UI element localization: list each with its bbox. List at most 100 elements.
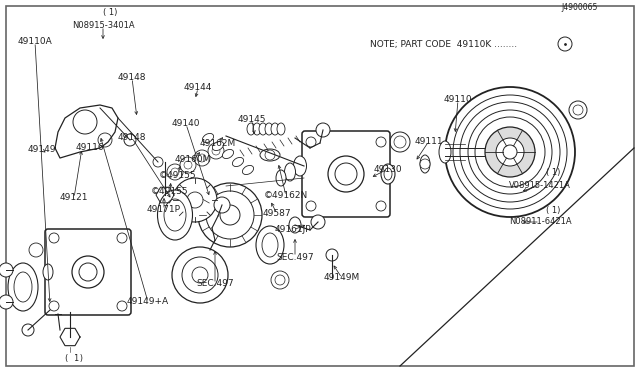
Circle shape — [98, 133, 112, 147]
Text: 49144: 49144 — [184, 83, 212, 93]
Text: 49161JP: 49161JP — [275, 225, 311, 234]
Text: N08915-3401A: N08915-3401A — [72, 22, 134, 31]
Text: SEC.497: SEC.497 — [276, 253, 314, 262]
Circle shape — [192, 267, 208, 283]
Circle shape — [485, 127, 535, 177]
Circle shape — [376, 201, 386, 211]
Circle shape — [173, 178, 217, 222]
Ellipse shape — [157, 190, 193, 240]
Ellipse shape — [276, 170, 286, 186]
Circle shape — [271, 271, 289, 289]
Text: V08915-1421A: V08915-1421A — [509, 180, 571, 189]
Ellipse shape — [43, 264, 53, 280]
Text: 49140: 49140 — [172, 119, 200, 128]
Text: 49110A: 49110A — [18, 38, 52, 46]
Ellipse shape — [420, 155, 430, 173]
Ellipse shape — [256, 226, 284, 264]
Ellipse shape — [265, 123, 273, 135]
Ellipse shape — [253, 123, 261, 135]
Ellipse shape — [384, 168, 392, 180]
Text: 49116: 49116 — [76, 144, 104, 153]
Text: 49148: 49148 — [118, 74, 147, 83]
Ellipse shape — [212, 141, 223, 151]
Circle shape — [73, 110, 97, 134]
Text: 49111: 49111 — [415, 137, 444, 145]
Circle shape — [171, 168, 179, 176]
Text: 49171P: 49171P — [147, 205, 181, 215]
Circle shape — [475, 117, 545, 187]
Circle shape — [184, 161, 192, 169]
Text: ( 1): ( 1) — [103, 9, 117, 17]
Circle shape — [335, 163, 357, 185]
Text: ( 1): ( 1) — [64, 354, 84, 363]
Circle shape — [420, 159, 430, 169]
Ellipse shape — [260, 149, 280, 161]
Circle shape — [275, 275, 285, 285]
Circle shape — [214, 197, 230, 213]
Circle shape — [194, 150, 210, 166]
Circle shape — [573, 105, 583, 115]
Text: NOTE; PART CODE  49110K ........: NOTE; PART CODE 49110K ........ — [370, 39, 517, 48]
Circle shape — [460, 102, 560, 202]
Circle shape — [29, 243, 43, 257]
Circle shape — [182, 257, 218, 293]
Text: 49160M: 49160M — [175, 155, 211, 164]
Circle shape — [265, 150, 275, 160]
Circle shape — [117, 233, 127, 243]
Circle shape — [72, 256, 104, 288]
Circle shape — [212, 147, 220, 155]
Ellipse shape — [164, 199, 186, 231]
Circle shape — [394, 136, 406, 148]
Circle shape — [206, 191, 254, 239]
Circle shape — [22, 324, 34, 336]
Circle shape — [117, 301, 127, 311]
FancyBboxPatch shape — [302, 131, 390, 217]
Circle shape — [468, 110, 552, 194]
Circle shape — [445, 87, 575, 217]
Circle shape — [0, 295, 13, 309]
Circle shape — [172, 247, 228, 303]
Ellipse shape — [223, 150, 234, 158]
Text: 49145: 49145 — [237, 115, 266, 125]
Text: ©49155: ©49155 — [151, 187, 189, 196]
Circle shape — [376, 137, 386, 147]
Ellipse shape — [439, 141, 451, 163]
Ellipse shape — [202, 134, 214, 142]
Text: J4900065: J4900065 — [562, 3, 598, 12]
Circle shape — [306, 137, 316, 147]
Ellipse shape — [289, 217, 301, 233]
Ellipse shape — [381, 164, 395, 184]
Text: ©49162N: ©49162N — [264, 192, 308, 201]
Circle shape — [503, 145, 517, 159]
Circle shape — [558, 37, 572, 51]
FancyBboxPatch shape — [45, 229, 131, 315]
Circle shape — [326, 249, 338, 261]
Circle shape — [390, 132, 410, 152]
Circle shape — [306, 201, 316, 211]
Circle shape — [167, 164, 183, 180]
Ellipse shape — [262, 233, 278, 257]
Text: 49148: 49148 — [118, 134, 147, 142]
Circle shape — [208, 143, 224, 159]
Text: ©49155: ©49155 — [159, 170, 197, 180]
FancyBboxPatch shape — [6, 6, 634, 366]
Ellipse shape — [232, 157, 244, 167]
Ellipse shape — [247, 123, 255, 135]
Text: 49162M: 49162M — [200, 138, 236, 148]
Ellipse shape — [243, 166, 253, 174]
Text: 49121: 49121 — [60, 193, 88, 202]
Circle shape — [569, 101, 587, 119]
Circle shape — [220, 205, 240, 225]
Circle shape — [180, 157, 196, 173]
Circle shape — [49, 233, 59, 243]
Text: 49587: 49587 — [262, 209, 291, 218]
Circle shape — [453, 95, 567, 209]
Text: 49149+A: 49149+A — [127, 298, 169, 307]
Text: 49110: 49110 — [444, 96, 472, 105]
Text: 49149: 49149 — [28, 145, 56, 154]
Circle shape — [124, 134, 136, 146]
Ellipse shape — [285, 163, 296, 181]
Circle shape — [49, 301, 59, 311]
Text: 49130: 49130 — [374, 164, 403, 173]
Ellipse shape — [8, 263, 38, 311]
